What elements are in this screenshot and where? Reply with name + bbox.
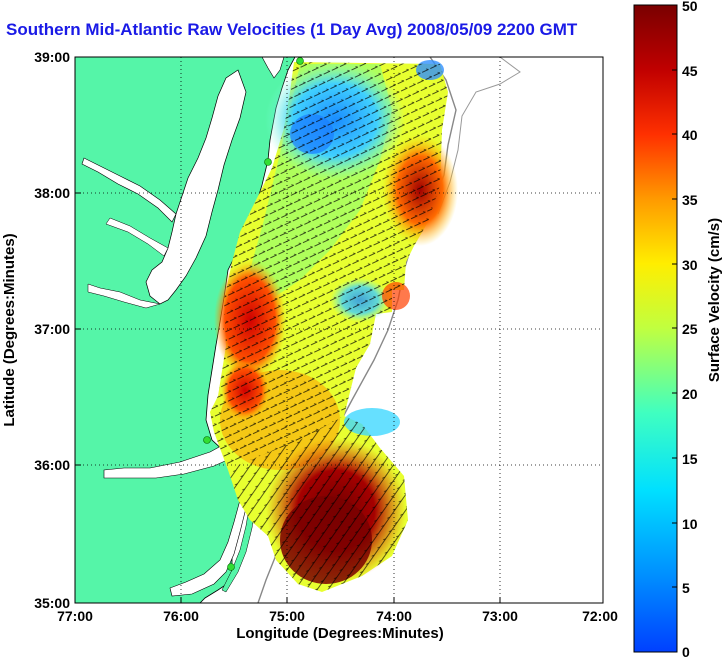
velocity-vectors: [210, 62, 448, 470]
y-tick-label: 36:00: [34, 457, 70, 473]
delaware-bay: [261, 57, 285, 79]
colorbar-tick-label: 40: [682, 127, 698, 143]
colorbar-tick-label: 25: [682, 321, 698, 337]
potomac-river: [81, 157, 177, 223]
albemarle-sound: [103, 439, 237, 479]
y-tick-label: 39:00: [34, 49, 70, 65]
axis-ticks: [74, 56, 604, 604]
colorbar-tick-label: 50: [682, 0, 698, 14]
hf-radar-station: [296, 57, 304, 65]
rappahannock-river: [105, 217, 169, 257]
x-axis-label: Longitude (Degrees:Minutes): [236, 625, 444, 642]
colorbar-tick-label: 10: [682, 516, 698, 532]
x-tick-label: 72:00: [582, 608, 618, 624]
x-tick-label: 73:00: [482, 608, 518, 624]
y-tick-label: 35:00: [34, 595, 70, 611]
hf-radar-station: [203, 436, 211, 444]
grid-lines: [75, 57, 603, 603]
x-tick-label: 75:00: [269, 608, 305, 624]
colorbar-tick-label: 5: [682, 580, 690, 596]
colorbar-tick-label: 45: [682, 63, 698, 79]
velocity-vectors-south: [228, 416, 408, 592]
x-tick-label: 74:00: [376, 608, 412, 624]
colorbar-tick-label: 35: [682, 192, 698, 208]
colorbar-tick-label: 15: [682, 451, 698, 467]
y-axis-label: Latitude (Degrees:Minutes): [1, 233, 18, 426]
x-tick-label: 77:00: [57, 608, 93, 624]
chesapeake-bay: [145, 69, 247, 305]
hf-radar-station: [227, 563, 235, 571]
colorbar-tick-label: 30: [682, 257, 698, 273]
colorbar-tick-label: 0: [682, 644, 690, 659]
james-river: [87, 283, 161, 309]
colorbar: [633, 4, 678, 653]
colorbar-ticks: [672, 4, 677, 653]
hf-radar-station: [264, 158, 272, 166]
y-tick-label: 38:00: [34, 185, 70, 201]
map-title: Southern Mid-Atlantic Raw Velocities (1 …: [6, 20, 578, 39]
x-tick-label: 76:00: [163, 608, 199, 624]
y-tick-label: 37:00: [34, 321, 70, 337]
colorbar-label: Surface Velocity (cm/s): [706, 218, 723, 382]
colorbar-tick-label: 20: [682, 386, 698, 402]
